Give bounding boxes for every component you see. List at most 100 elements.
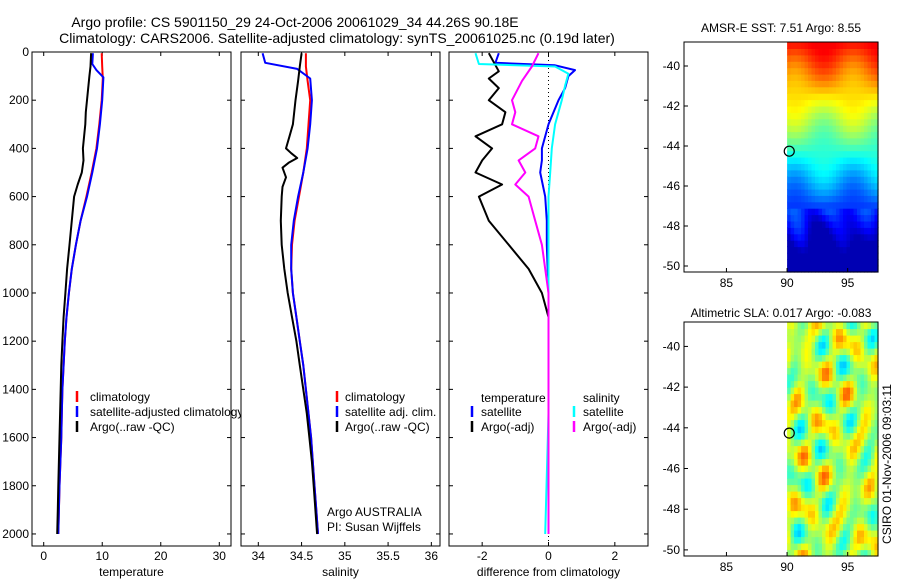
map-cell: [829, 549, 834, 557]
map-cell: [808, 208, 813, 216]
map-cell: [815, 393, 820, 401]
map-cell: [860, 341, 865, 349]
map-cell: [790, 549, 795, 557]
map-cell: [832, 125, 837, 133]
map-cell: [815, 341, 820, 349]
map-cell: [860, 549, 865, 557]
map-cell: [860, 208, 865, 216]
map-cell: [832, 517, 837, 525]
map-cell: [790, 517, 795, 525]
map-cell: [801, 335, 806, 343]
map-cell: [822, 348, 827, 356]
map-cell: [804, 387, 809, 395]
map-cell: [864, 131, 869, 139]
map-cell: [797, 227, 802, 235]
map-cell: [843, 504, 848, 512]
map-cell: [857, 214, 862, 222]
map-cell: [864, 125, 869, 133]
map-cell: [815, 67, 820, 75]
map-cell: [846, 48, 851, 56]
map-cell: [867, 220, 872, 228]
map-cell: [797, 335, 802, 343]
map-cell: [864, 73, 869, 81]
map-cell: [794, 208, 799, 216]
map-cell: [811, 530, 816, 538]
map-cell: [832, 341, 837, 349]
map-cell: [815, 510, 820, 518]
map-cell: [850, 220, 855, 228]
map-cell: [850, 439, 855, 447]
map-cell: [850, 536, 855, 544]
map-cell: [864, 163, 869, 171]
map-cell: [808, 220, 813, 228]
map-cell: [846, 510, 851, 518]
map-cell: [794, 131, 799, 139]
map-cell: [871, 227, 876, 235]
map-cell: [790, 458, 795, 466]
map-cell: [801, 195, 806, 203]
map-cell: [836, 354, 841, 362]
map-cell: [853, 367, 858, 375]
map-cell: [825, 188, 830, 196]
map-cell: [864, 361, 869, 369]
map-cell: [801, 259, 806, 267]
map-cell: [801, 67, 806, 75]
map-cell: [790, 510, 795, 518]
map-cell: [808, 348, 813, 356]
map-cell: [839, 354, 844, 362]
map-cell: [871, 157, 876, 164]
map-cell: [864, 510, 869, 518]
map-cell: [857, 169, 862, 177]
map-cell: [857, 48, 862, 56]
map-cell: [857, 504, 862, 512]
map-cell: [811, 348, 816, 356]
map-cell: [822, 93, 827, 101]
map-cell: [832, 354, 837, 362]
map-cell: [850, 93, 855, 101]
map-cell: [871, 112, 876, 120]
map-cell: [787, 61, 792, 69]
map-cell: [836, 48, 841, 56]
map-cell: [850, 517, 855, 525]
map-cell: [787, 201, 792, 209]
map-cell: [808, 543, 813, 551]
map-cell: [787, 504, 792, 512]
map-cell: [818, 452, 823, 460]
map-cell: [843, 125, 848, 133]
map-cell: [811, 42, 816, 49]
map-cell: [874, 93, 879, 101]
map-cell: [794, 67, 799, 75]
map-cell: [867, 504, 872, 512]
map-cell: [808, 112, 813, 120]
map-y-tick-label: -46: [663, 179, 681, 193]
map-cell: [836, 195, 841, 203]
map-cell: [839, 150, 844, 158]
map-cell: [808, 137, 813, 145]
map-cell: [822, 491, 827, 499]
series-group: [261, 52, 319, 535]
map-cell: [832, 150, 837, 158]
map-cell: [822, 322, 827, 330]
map-cell: [815, 54, 820, 62]
map-cell: [864, 54, 869, 62]
map-cell: [790, 137, 795, 145]
map-cell: [790, 169, 795, 177]
map-cell: [808, 497, 813, 505]
map-cell: [832, 335, 837, 343]
map-cell: [857, 220, 862, 228]
map-cell: [825, 432, 830, 440]
map-cell: [801, 163, 806, 171]
map-cell: [794, 452, 799, 460]
map-cell: [839, 419, 844, 427]
map-cell: [804, 125, 809, 133]
map-cell: [857, 182, 862, 190]
map-cell: [794, 367, 799, 375]
map-cell: [808, 439, 813, 447]
map-cell: [860, 42, 865, 49]
map-cell: [850, 354, 855, 362]
map-cell: [790, 439, 795, 447]
map-cell: [822, 387, 827, 395]
map-cell: [815, 105, 820, 113]
map-cell: [818, 233, 823, 241]
map-cell: [874, 439, 879, 447]
